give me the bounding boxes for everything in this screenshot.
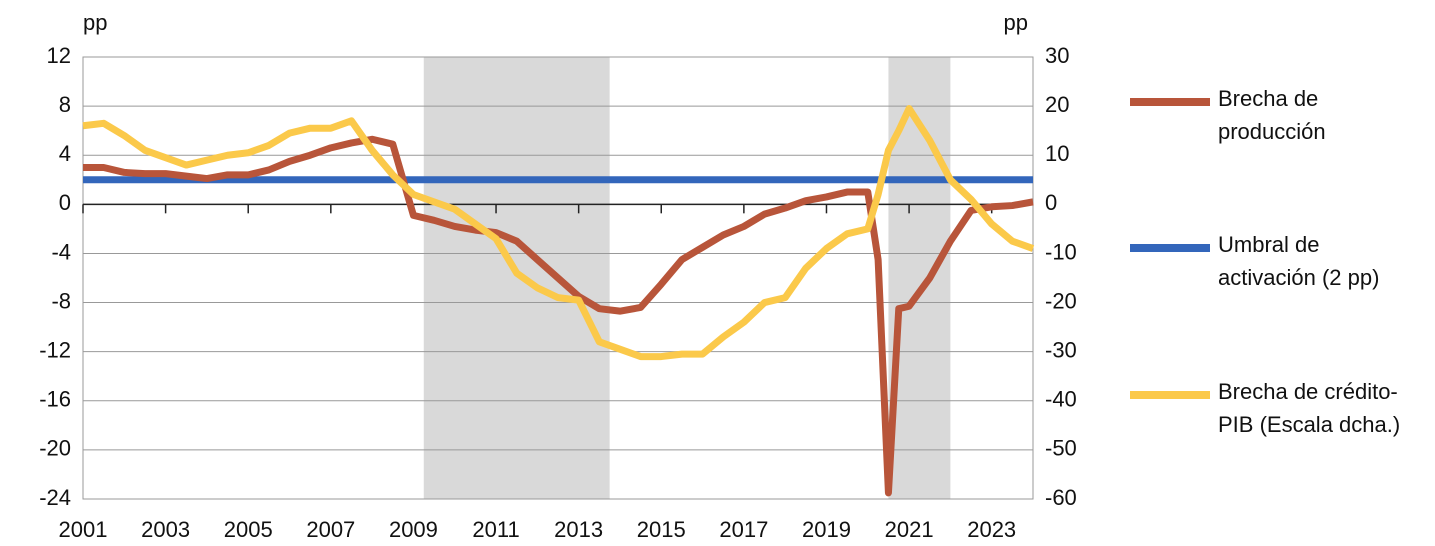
- y2-tick-label: 30: [1045, 43, 1069, 68]
- y-tick-label: 12: [47, 43, 71, 68]
- y2-tick-label: -10: [1045, 239, 1077, 264]
- x-tick-label: 2003: [141, 517, 190, 542]
- legend-label: Brecha de crédito-PIB (Escala dcha.): [1218, 379, 1401, 437]
- y-unit: pp: [83, 10, 107, 35]
- x-tick-label: 2023: [967, 517, 1016, 542]
- legend-item: Brecha de crédito-PIB (Escala dcha.): [1130, 379, 1413, 441]
- legend-item: Brecha de producción: [1130, 86, 1413, 148]
- x-tick-label: 2015: [637, 517, 686, 542]
- x-tick-label: 2011: [472, 517, 519, 542]
- plot-frame: [82, 56, 1034, 500]
- y-tick-label: 0: [59, 190, 71, 215]
- legend-label: Umbral de activación (2 pp): [1218, 232, 1380, 290]
- shaded-period: [423, 57, 610, 499]
- x-tick-label: 2005: [224, 517, 273, 542]
- y-tick-label: 8: [59, 92, 71, 117]
- y2-tick-label: 20: [1045, 92, 1069, 117]
- y-tick-label: -20: [39, 436, 71, 461]
- y-tick-label: -24: [39, 485, 71, 510]
- series-line: [83, 135, 1034, 497]
- legend-swatch: [1130, 98, 1210, 106]
- legend-label: Brecha de producción: [1218, 86, 1326, 144]
- y-tick-label: -4: [51, 239, 71, 264]
- legend-swatch: [1130, 391, 1210, 399]
- y2-tick-label: -20: [1045, 288, 1077, 313]
- x-tick-label: 2001: [59, 517, 108, 542]
- legend-swatch: [1130, 244, 1210, 252]
- y-tick-label: -16: [39, 387, 71, 412]
- y-tick-label: -12: [39, 337, 71, 362]
- series-line: [82, 105, 1035, 361]
- x-tick-label: 2009: [389, 517, 438, 542]
- y2-tick-label: -60: [1045, 485, 1077, 510]
- y-tick-label: -8: [51, 288, 71, 313]
- x-tick-label: 2021: [885, 517, 934, 542]
- x-tick-label: 2017: [719, 517, 768, 542]
- x-tick-label: 2013: [554, 517, 603, 542]
- y2-tick-label: -30: [1045, 337, 1077, 362]
- x-tick-label: 2019: [802, 517, 851, 542]
- legend-item: Umbral de activación (2 pp): [1130, 232, 1413, 294]
- y2-unit: pp: [1004, 10, 1028, 35]
- y2-tick-label: -50: [1045, 436, 1077, 461]
- y2-tick-label: 0: [1045, 190, 1057, 215]
- x-tick-label: 2007: [306, 517, 355, 542]
- y2-tick-label: -40: [1045, 387, 1077, 412]
- y-tick-label: 4: [59, 141, 71, 166]
- y2-tick-label: 10: [1045, 141, 1069, 166]
